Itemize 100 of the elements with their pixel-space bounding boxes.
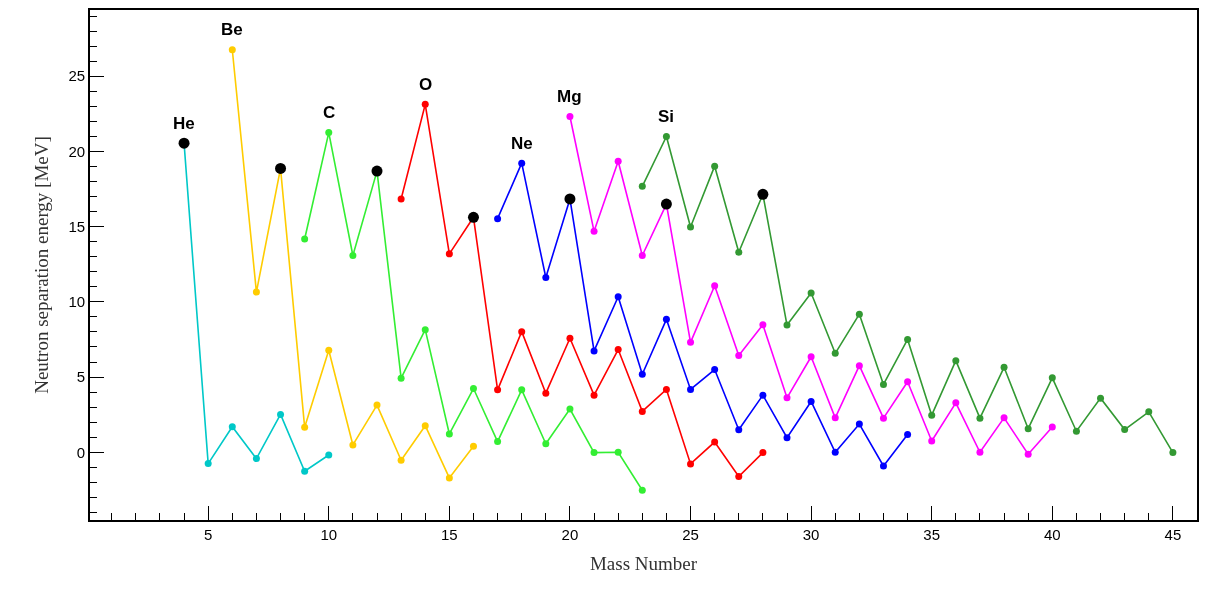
y-tick-label: 20 — [68, 142, 86, 160]
x-tick-label: 15 — [441, 525, 458, 543]
x-tick-label: 10 — [320, 525, 338, 543]
point — [566, 405, 574, 413]
point — [855, 310, 863, 318]
point — [590, 449, 598, 457]
point — [638, 252, 646, 260]
point — [397, 374, 405, 382]
point — [1000, 363, 1008, 371]
point — [1048, 423, 1056, 431]
point — [252, 288, 260, 296]
series-label: Si — [658, 107, 675, 126]
point — [687, 338, 695, 346]
point — [928, 437, 936, 445]
x-tick-label: 5 — [204, 525, 213, 543]
point — [325, 129, 333, 137]
point — [614, 157, 622, 165]
point — [952, 357, 960, 365]
point — [614, 448, 622, 456]
point — [325, 451, 333, 459]
point — [1024, 450, 1032, 458]
series-label: C — [323, 103, 336, 122]
point — [831, 414, 839, 422]
series-label: Mg — [557, 87, 582, 106]
point — [735, 248, 743, 256]
point — [783, 321, 791, 329]
y-tick-label: 15 — [68, 217, 86, 235]
point — [831, 349, 839, 357]
point — [711, 282, 719, 290]
x-tick-label: 20 — [561, 525, 579, 543]
point — [204, 460, 212, 468]
point — [421, 326, 429, 334]
point — [807, 397, 815, 405]
point — [349, 441, 357, 449]
point — [638, 486, 646, 494]
point — [1024, 425, 1032, 433]
point — [1000, 414, 1008, 422]
point — [687, 385, 695, 393]
point — [590, 227, 598, 235]
point — [783, 394, 791, 402]
y-tick-label: 25 — [68, 67, 86, 85]
point — [687, 223, 695, 231]
series-label: Ne — [511, 134, 533, 153]
point — [614, 346, 622, 354]
point — [638, 407, 646, 415]
point — [735, 426, 743, 434]
point — [1145, 408, 1153, 416]
point — [855, 420, 863, 428]
point — [687, 460, 695, 468]
point — [904, 378, 912, 386]
point — [807, 289, 815, 297]
point — [494, 438, 502, 446]
point — [711, 162, 719, 170]
point — [735, 352, 743, 360]
point — [759, 391, 767, 399]
point — [445, 474, 453, 482]
point — [494, 386, 502, 394]
series-label: He — [173, 114, 195, 133]
point — [614, 293, 622, 301]
point — [228, 423, 236, 431]
point — [445, 430, 453, 438]
point — [879, 462, 887, 470]
point — [518, 386, 526, 394]
point — [807, 353, 815, 361]
point — [928, 411, 936, 419]
point — [566, 334, 574, 342]
point — [1048, 374, 1056, 382]
point — [1169, 449, 1177, 457]
point — [469, 442, 477, 450]
point — [1121, 426, 1129, 434]
point — [662, 133, 670, 141]
point — [542, 389, 550, 397]
point — [542, 440, 550, 448]
series-label: O — [419, 75, 433, 94]
point — [904, 431, 912, 439]
series-label: Be — [221, 20, 243, 39]
x-tick-label: 25 — [682, 525, 699, 543]
point — [397, 456, 405, 464]
x-tick-label: 40 — [1043, 525, 1061, 543]
point — [711, 438, 719, 446]
point — [277, 410, 285, 418]
point — [879, 414, 887, 422]
point — [735, 473, 743, 481]
point — [518, 159, 526, 167]
point — [711, 366, 719, 374]
point — [421, 100, 429, 108]
point — [638, 182, 646, 190]
point — [952, 399, 960, 407]
y-tick-label: 5 — [76, 368, 86, 386]
point — [662, 385, 670, 393]
point — [879, 380, 887, 388]
x-tick-label: 30 — [802, 525, 820, 543]
point — [638, 370, 646, 378]
x-tick-label: 35 — [923, 525, 941, 543]
point — [566, 113, 574, 121]
point — [373, 401, 381, 409]
point — [759, 449, 767, 457]
point — [301, 235, 309, 243]
point — [494, 215, 502, 223]
point — [831, 448, 839, 456]
